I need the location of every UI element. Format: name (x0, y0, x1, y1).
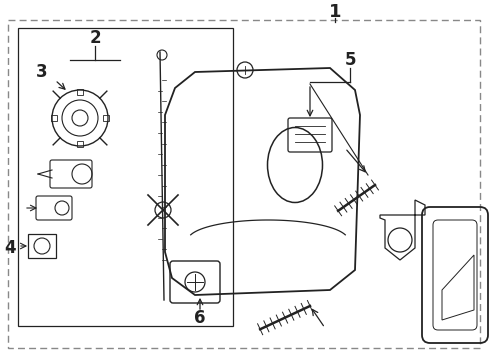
Text: 2: 2 (89, 29, 101, 47)
Text: 6: 6 (194, 309, 206, 327)
Bar (28, 234, 56, 258)
Bar (18, 28, 233, 326)
Text: 4: 4 (4, 239, 16, 257)
Text: 1: 1 (329, 3, 341, 21)
Bar (103, 115, 109, 121)
Bar (77, 89, 83, 95)
Text: 5: 5 (344, 51, 356, 69)
Bar (77, 141, 83, 147)
Bar (51, 115, 57, 121)
Text: 3: 3 (36, 63, 48, 81)
